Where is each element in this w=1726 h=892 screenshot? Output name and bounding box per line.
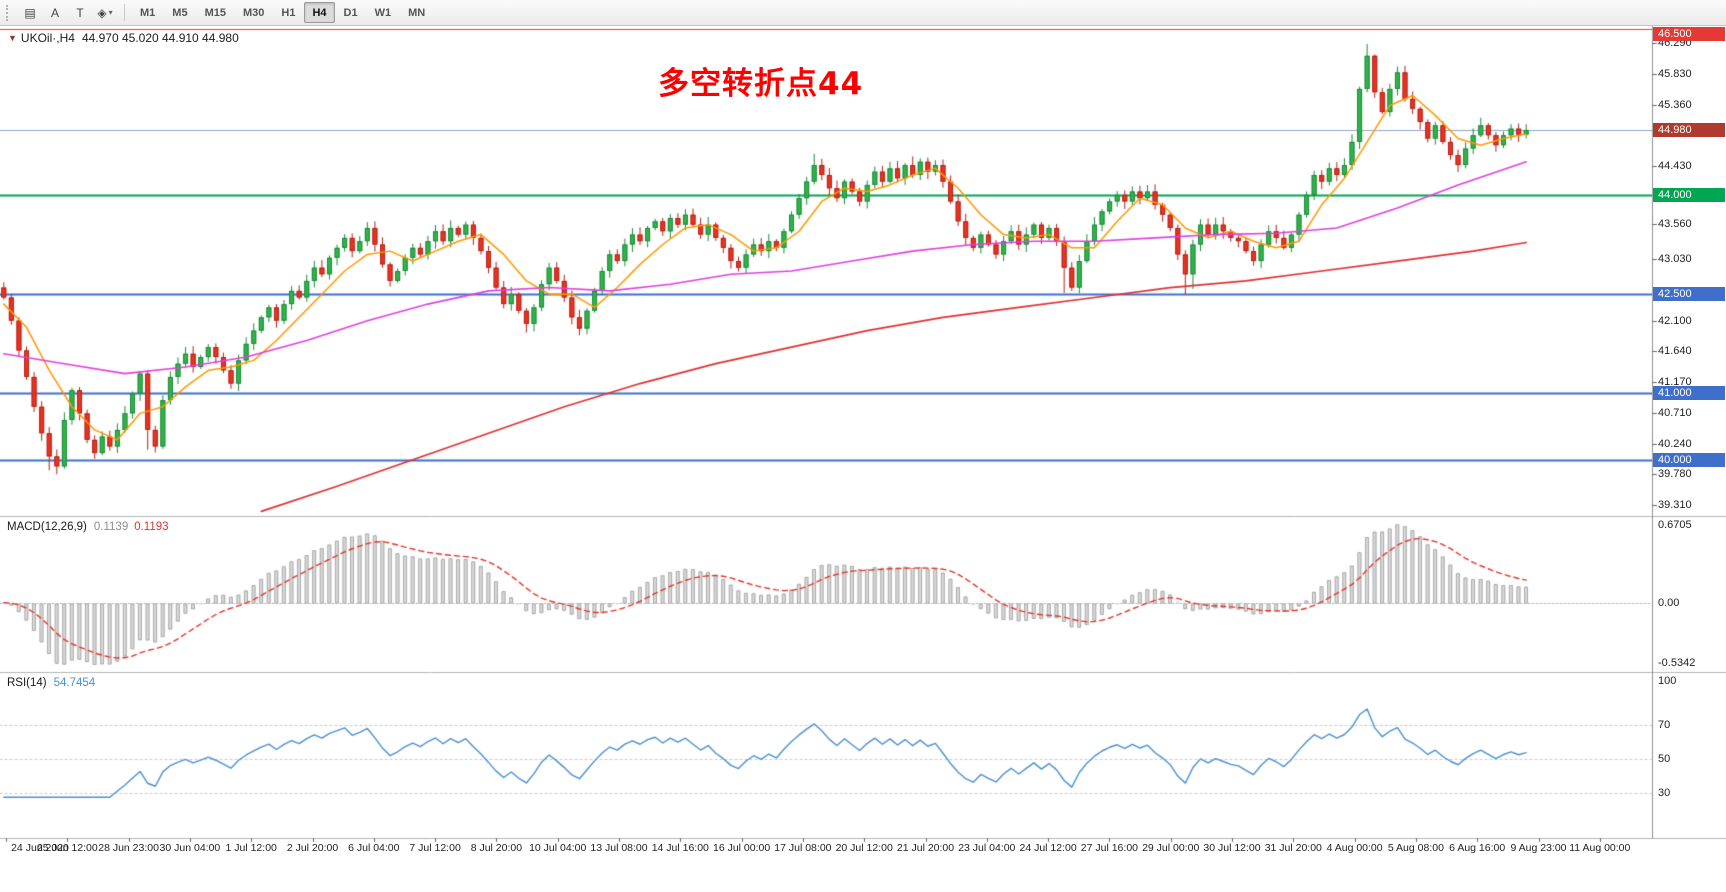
price-tick-label: 41.170 (1658, 376, 1692, 389)
price-tick-label: 41.640 (1658, 345, 1692, 358)
rsi-scale-label: 100 (1658, 675, 1677, 687)
chart-symbol-label: UKOil·,H4 (20, 31, 75, 45)
price-tick-label: 40.240 (1658, 437, 1692, 450)
price-level-label[interactable]: 42.500 (1653, 287, 1725, 302)
time-axis-label: 6 Aug 16:00 (1449, 842, 1506, 854)
time-axis-label: 24 Jun 2020 (11, 842, 69, 854)
time-axis-label: 30 Jul 12:00 (1203, 842, 1261, 854)
one-click-trading-icon[interactable]: ▼ (8, 33, 17, 43)
objects-list-tool-button[interactable]: ▤ (24, 5, 36, 20)
time-axis-label: 14 Jul 16:00 (651, 842, 709, 854)
time-axis-label: 13 Jul 08:00 (590, 842, 648, 854)
rsi-scale-label: 50 (1658, 753, 1671, 766)
toolbar-grip[interactable] (6, 4, 12, 21)
time-axis-label: 5 Aug 08:00 (1387, 842, 1444, 854)
rsi-indicator-label: RSI(14) 54.7454 (7, 677, 95, 689)
price-tick-label: 45.360 (1658, 98, 1692, 111)
macd-signal-value: 0.1193 (134, 521, 169, 533)
price-level-label[interactable]: 41.000 (1653, 386, 1725, 401)
price-level-label[interactable]: 46.500 (1653, 27, 1725, 41)
price-tick-label: 40.710 (1658, 406, 1692, 419)
chart-title: ▼ UKOil·,H4 44.970 45.020 44.910 44.980 (8, 31, 239, 45)
price-tick-label: 44.430 (1658, 160, 1692, 173)
time-axis-label: 20 Jul 12:00 (835, 842, 893, 854)
time-axis-label: 27 Jul 16:00 (1080, 842, 1138, 854)
time-axis-label: 8 Jul 20:00 (470, 842, 523, 854)
price-tick-label: 39.780 (1658, 468, 1692, 481)
timeframe-button-m1[interactable]: M1 (140, 6, 156, 19)
time-axis-label: 7 Jul 12:00 (409, 842, 461, 854)
time-axis-label: 9 Aug 23:00 (1510, 842, 1567, 854)
macd-scale-label: -0.5342 (1658, 657, 1696, 669)
shapes-dropdown-caret-icon[interactable]: ▾ (108, 8, 113, 17)
time-axis-label: 31 Jul 20:00 (1264, 842, 1322, 854)
current-price-label: 44.980 (1653, 122, 1725, 137)
time-axis-label: 23 Jul 04:00 (958, 842, 1016, 854)
price-tick-label: 42.100 (1658, 314, 1692, 327)
timeframe-button-d1[interactable]: D1 (343, 6, 358, 19)
price-tick-label: 43.030 (1658, 253, 1692, 266)
rsi-scale-label: 30 (1658, 787, 1671, 800)
drawing-tools-group: ▤ A T ◈ ▾ (18, 2, 117, 24)
timeframe-button-m15[interactable]: M15 (204, 6, 226, 19)
timeframe-button-mn[interactable]: MN (408, 6, 426, 19)
price-level-label[interactable]: 44.000 (1653, 187, 1725, 202)
chart-annotation-text[interactable]: 多空转折点44 (658, 66, 864, 102)
macd-scale-label: 0.00 (1658, 596, 1680, 609)
time-axis-label: 30 Jun 04:00 (159, 842, 221, 854)
time-axis-label: 25 Jun 12:00 (36, 842, 98, 854)
price-tick-label: 39.310 (1658, 499, 1692, 512)
macd-main-value: 0.1139 (93, 521, 129, 533)
timeframe-button-m5[interactable]: M5 (172, 6, 188, 19)
macd-indicator-label: MACD(12,26,9) 0.1139 0.1193 (7, 521, 169, 533)
price-tick-label: 43.560 (1658, 217, 1692, 230)
time-axis-label: 29 Jul 00:00 (1142, 842, 1200, 854)
text-tool-button[interactable]: A (50, 5, 59, 20)
price-tick-label: 45.830 (1658, 67, 1692, 80)
time-axis-label: 4 Aug 00:00 (1326, 842, 1383, 854)
timeframe-button-w1[interactable]: W1 (374, 6, 392, 19)
toolbar-separator (124, 4, 125, 21)
time-axis-label: 16 Jul 00:00 (712, 842, 771, 854)
timeframe-group: M1 M5 M15 M30 H1 H4 D1 W1 MN (132, 2, 433, 23)
time-axis-label: 28 Jun 23:00 (98, 842, 159, 854)
macd-scale-label: 0.6705 (1658, 519, 1692, 531)
timeframe-button-m30[interactable]: M30 (242, 6, 265, 19)
time-axis-label: 10 Jul 04:00 (529, 842, 587, 854)
time-axis-label: 1 Jul 12:00 (225, 842, 277, 854)
time-axis-label: 6 Jul 04:00 (348, 842, 400, 854)
rsi-title: RSI(14) (7, 677, 47, 689)
shapes-tool-button[interactable]: ◈ ▾ (97, 5, 113, 20)
time-axis-label: 21 Jul 20:00 (896, 842, 955, 854)
price-level-label[interactable]: 40.000 (1653, 452, 1725, 467)
chart-ohlc-values: 44.970 45.020 44.910 44.980 (81, 31, 239, 45)
timeframe-button-h4[interactable]: H4 (304, 2, 335, 23)
chart-toolbar: ▤ A T ◈ ▾ M1 M5 M15 M30 H1 H4 D1 W1 MN (0, 0, 1726, 26)
time-axis-label: 11 Aug 00:00 (1569, 842, 1631, 854)
text-label-tool-button[interactable]: T (76, 5, 84, 20)
rsi-value: 54.7454 (53, 677, 96, 689)
rsi-scale-label: 70 (1658, 719, 1671, 732)
time-axis-label: 24 Jul 12:00 (1019, 842, 1077, 854)
macd-title: MACD(12,26,9) (7, 521, 87, 533)
timeframe-button-h1[interactable]: H1 (281, 6, 296, 19)
time-axis-label: 17 Jul 08:00 (774, 842, 832, 854)
time-axis-label: 2 Jul 20:00 (286, 842, 339, 854)
